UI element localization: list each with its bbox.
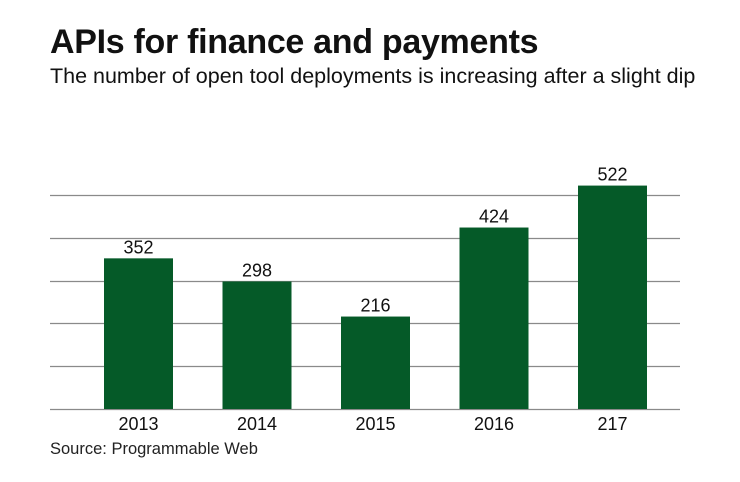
data-label-2014: 298	[242, 260, 272, 280]
x-tick-label: 2016	[474, 414, 514, 434]
bar-2016	[459, 227, 529, 409]
bar-2015	[341, 316, 410, 409]
data-label-2013: 352	[123, 237, 153, 257]
x-tick-label: 217	[597, 414, 627, 434]
bar-217	[578, 185, 647, 409]
x-axis-ticks: 2013 2014 2015 2016 217	[118, 414, 627, 434]
source-note: Source: Programmable Web	[50, 440, 258, 458]
data-label-2015: 216	[360, 296, 390, 316]
chart-subtitle: The number of open tool deployments is i…	[50, 64, 696, 88]
bars	[104, 185, 647, 409]
data-labels: 352 298 216 424 522	[123, 165, 627, 316]
data-label-217: 522	[597, 165, 627, 185]
x-tick-label: 2014	[237, 414, 277, 434]
bar-2013	[104, 258, 173, 409]
chart-title: APIs for finance and payments	[50, 23, 539, 61]
data-label-2016: 424	[479, 207, 509, 227]
x-tick-label: 2015	[355, 414, 395, 434]
bar-2014	[222, 281, 292, 409]
x-tick-label: 2013	[118, 414, 158, 434]
